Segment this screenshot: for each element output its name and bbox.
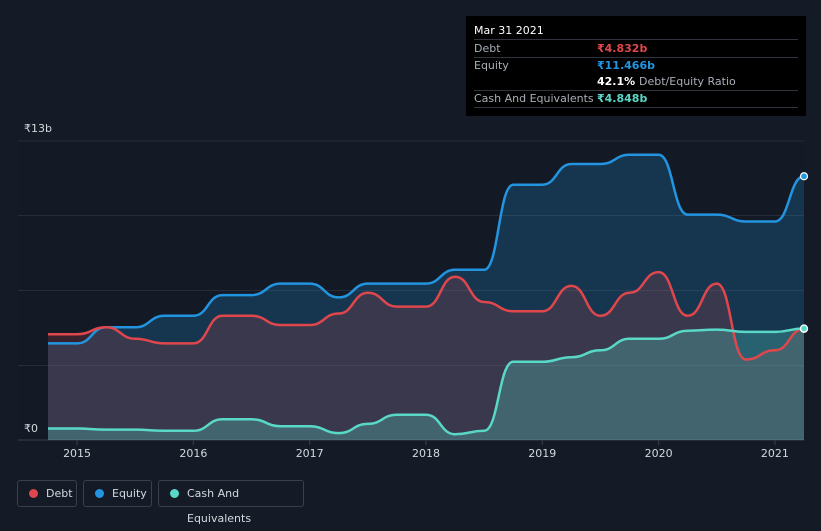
- tooltip-equity-label: Equity: [474, 59, 509, 72]
- x-tick-label: 2020: [645, 447, 673, 460]
- tooltip-ratio-label: Debt/Equity Ratio: [639, 75, 736, 88]
- equity-dot-icon: [95, 489, 104, 498]
- hover-markers: [799, 172, 809, 333]
- equity-area: [48, 154, 804, 441]
- tooltip-debt-row: Debt ₹4.832b: [474, 41, 798, 58]
- equity-marker: [799, 172, 809, 181]
- debt-line: [48, 270, 805, 361]
- debt-area: [48, 272, 804, 440]
- x-tick-label: 2015: [63, 447, 91, 460]
- tooltip-cash-label: Cash And Equivalents: [474, 92, 594, 105]
- series-areas: [48, 154, 804, 441]
- tooltip-equity-value: ₹11.466b: [597, 59, 655, 72]
- cash-marker: [799, 324, 809, 333]
- legend-equity-label: Equity: [112, 487, 147, 500]
- y-tick-label-top: ₹13b: [24, 122, 52, 135]
- y-axis: ₹13b ₹0: [24, 122, 52, 435]
- tooltip-equity-row: Equity ₹11.466b: [474, 58, 798, 74]
- tooltip: Mar 31 2021 Debt ₹4.832b Equity ₹11.466b…: [466, 16, 806, 116]
- cash-dot-icon: [170, 489, 179, 498]
- legend-item-debt[interactable]: Debt: [17, 480, 77, 507]
- tooltip-date: Mar 31 2021: [474, 23, 798, 40]
- x-tick-label: 2017: [296, 447, 324, 460]
- tooltip-ratio-row: 42.1% Debt/Equity Ratio: [474, 74, 798, 91]
- x-tick-label: 2019: [528, 447, 556, 460]
- cash-line: [47, 327, 805, 436]
- x-tick-label: 2021: [761, 447, 789, 460]
- series-lines: [47, 153, 805, 436]
- legend-item-cash[interactable]: Cash And Equivalents: [158, 480, 304, 525]
- tooltip-debt-label: Debt: [474, 42, 501, 55]
- legend-cash-label: Cash And Equivalents: [187, 487, 252, 525]
- x-tick-label: 2016: [179, 447, 207, 460]
- x-tick-label: 2018: [412, 447, 440, 460]
- cash-area: [48, 328, 804, 440]
- tooltip-ratio-value: 42.1%: [597, 75, 636, 88]
- x-axis: 2015 2016 2017 2018 2019 2020 2021: [63, 440, 789, 460]
- tooltip-cash-value: ₹4.848b: [597, 92, 648, 105]
- legend-item-equity[interactable]: Equity: [83, 480, 152, 507]
- tooltip-debt-value: ₹4.832b: [597, 42, 648, 55]
- y-tick-label-bottom: ₹0: [24, 422, 38, 435]
- debt-dot-icon: [29, 489, 38, 498]
- equity-line: [47, 153, 805, 345]
- grid: [18, 140, 804, 441]
- tooltip-ratio: 42.1% Debt/Equity Ratio: [597, 74, 736, 90]
- tooltip-cash-row: Cash And Equivalents ₹4.848b: [474, 91, 798, 108]
- legend-debt-label: Debt: [46, 487, 73, 500]
